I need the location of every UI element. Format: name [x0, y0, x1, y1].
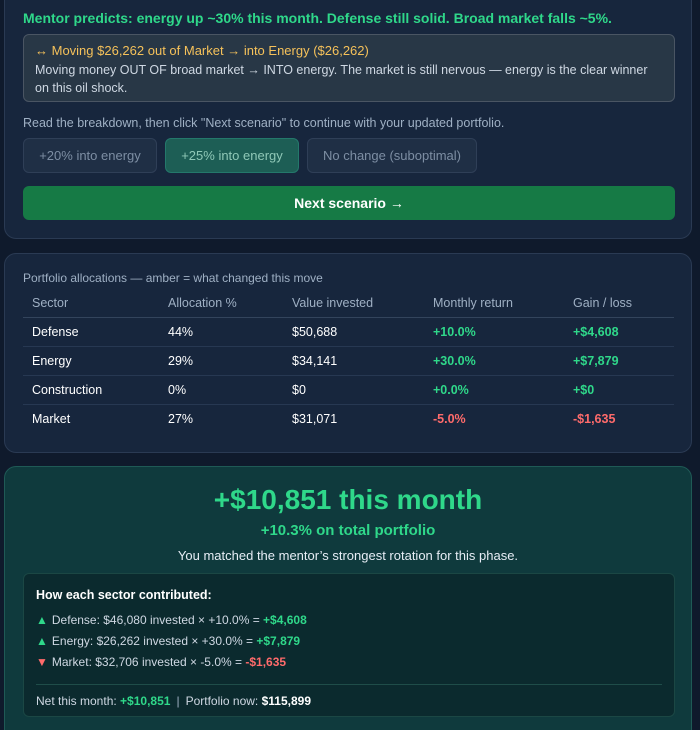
choice-25-energy-button[interactable]: +25% into energy [165, 138, 299, 173]
table-row: Market 27% $31,071 -5.0% -$1,635 [23, 404, 674, 433]
monthly-gain-headline: +$10,851 this month [213, 484, 483, 515]
allocation-cell: 44% [159, 317, 283, 347]
gain-cell: +$7,879 [564, 346, 674, 376]
return-cell: +0.0% [424, 375, 564, 405]
value-cell: $34,141 [283, 346, 424, 376]
net-summary: Net this month: +$10,851 | Portfolio now: … [36, 694, 662, 708]
table-header-row: Sector Allocation % Value invested Month… [23, 290, 674, 318]
feedback-message: You matched the mentor’s strongest rotat… [177, 548, 519, 563]
triangle-up-icon: ▲ [36, 613, 48, 627]
move-description: Moving money OUT OF broad market → INTO … [35, 63, 648, 95]
triangle-down-icon: ▼ [36, 655, 48, 669]
value-cell: $31,071 [292, 411, 338, 426]
return-cell: +30.0% [424, 346, 564, 376]
return-cell: +10.0% [424, 317, 564, 347]
contribution-value: +$4,608 [263, 613, 307, 627]
result-card: +$10,851 this month +10.3% on total port… [4, 466, 692, 730]
sector-cell: Defense [23, 317, 159, 347]
contribution-title: How each sector contributed: [36, 588, 212, 602]
col-header-allocation: Allocation % [159, 290, 283, 318]
allocations-card: Portfolio allocations — amber = what cha… [4, 253, 692, 453]
contribution-value: -$1,635 [245, 655, 287, 669]
allocation-cell: 27% [168, 411, 194, 426]
choice-20-energy-button[interactable]: +20% into energy [23, 138, 157, 173]
gain-cell: +$4,608 [564, 317, 674, 347]
net-value: +$10,851 [120, 694, 171, 708]
mentor-headline: Mentor predicts: energy up ~30% this mon… [23, 10, 612, 26]
return-cell: -5.0% [433, 411, 466, 426]
allocation-cell: 0% [159, 375, 283, 405]
move-summary-box: ↔ Moving $26,262 out of Market → into En… [23, 34, 675, 102]
portfolio-value: $115,899 [261, 694, 311, 708]
col-header-sector: Sector [23, 290, 159, 318]
triangle-up-icon: ▲ [36, 634, 48, 648]
contribution-value: +$7,879 [256, 634, 301, 648]
col-header-return: Monthly return [424, 290, 564, 318]
table-caption: Portfolio allocations — amber = what cha… [23, 271, 323, 285]
allocations-table: Sector Allocation % Value invested Month… [23, 290, 674, 433]
table-row: Energy 29% $34,141 +30.0% +$7,879 [23, 346, 674, 376]
contribution-breakdown: How each sector contributed: ▲ Defense: $… [23, 573, 675, 717]
col-header-gain: Gain / loss [564, 290, 674, 318]
gain-cell: -$1,635 [573, 411, 616, 426]
portfolio-label: Portfolio now: [185, 694, 262, 708]
gain-cell: +$0 [564, 375, 674, 405]
sector-cell: Energy [23, 346, 159, 376]
contribution-text: Market: $32,706 invested × -5.0% = [51, 655, 246, 669]
next-scenario-button[interactable]: Next scenario → [23, 186, 675, 220]
sector-cell: Construction [23, 375, 159, 405]
choice-no-change-button[interactable]: No change (suboptimal) [307, 138, 477, 173]
table-row: Construction 0% $0 +0.0% +$0 [23, 375, 674, 405]
contribution-text: Energy: $26,262 invested × +30.0% = [51, 634, 257, 648]
value-cell: $0 [283, 375, 424, 405]
contribution-line-market: ▼ Market: $32,706 invested × -5.0% = -$1,… [36, 652, 662, 673]
move-title: ↔ Moving $26,262 out of Market → into En… [35, 43, 369, 58]
divider [36, 684, 662, 685]
sector-cell: Market [32, 411, 71, 426]
table-row: Defense 44% $50,688 +10.0% +$4,608 [23, 317, 674, 347]
separator: | [176, 694, 180, 708]
value-cell: $50,688 [283, 317, 424, 347]
col-header-value: Value invested [283, 290, 424, 318]
instruction-text: Read the breakdown, then click "Next sce… [23, 116, 505, 130]
net-label: Net this month: [36, 694, 121, 708]
allocation-cell: 29% [159, 346, 283, 376]
contribution-text: Defense: $46,080 invested × +10.0% = [51, 613, 264, 627]
scenario-card: Mentor predicts: energy up ~30% this mon… [4, 0, 692, 239]
portfolio-pct-gain: +10.3% on total portfolio [260, 522, 436, 539]
contribution-line-defense: ▲ Defense: $46,080 invested × +10.0% = +$… [36, 610, 662, 631]
contribution-line-energy: ▲ Energy: $26,262 invested × +30.0% = +$7… [36, 631, 662, 652]
